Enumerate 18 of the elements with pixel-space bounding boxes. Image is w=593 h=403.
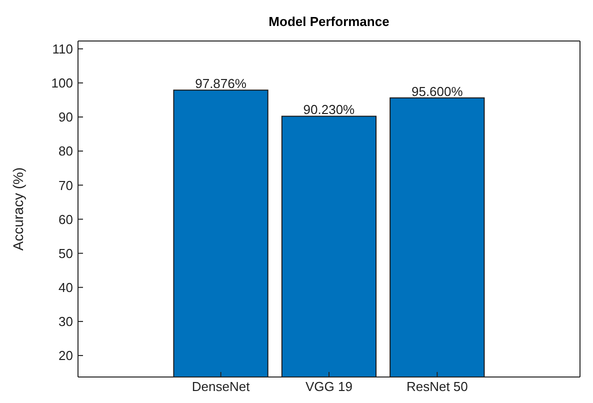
y-tick-label: 60 xyxy=(58,212,73,227)
y-tick-label: 100 xyxy=(51,76,73,91)
y-axis-title: Accuracy (%) xyxy=(10,167,26,251)
data-label: 97.876% xyxy=(195,76,247,92)
y-tick-label: 80 xyxy=(58,144,73,159)
y-tick-label: 90 xyxy=(58,110,73,125)
x-tick-label: ResNet 50 xyxy=(406,379,468,394)
chart-title: Model Performance xyxy=(268,14,390,29)
y-tick-label: 50 xyxy=(58,246,73,261)
data-label: 90.230% xyxy=(303,102,356,118)
y-tick-label: 30 xyxy=(58,314,73,330)
y-tick-label: 40 xyxy=(58,280,73,295)
data-label: 95.600% xyxy=(411,84,464,99)
y-tick-label: 110 xyxy=(52,41,73,56)
x-tick-label: VGG 19 xyxy=(306,379,352,394)
y-tick-label: 20 xyxy=(58,348,73,364)
y-tick-label: 70 xyxy=(58,178,73,193)
x-tick-label: DenseNet xyxy=(192,379,250,394)
